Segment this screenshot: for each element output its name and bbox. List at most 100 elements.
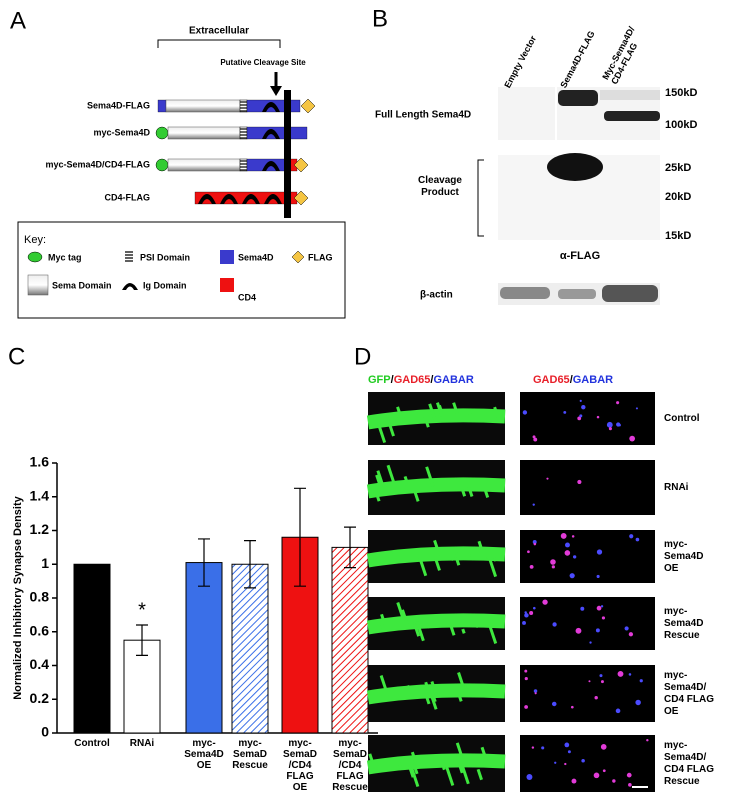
puncta <box>615 708 621 714</box>
dendrite <box>366 613 506 635</box>
spine <box>449 626 456 636</box>
puncta <box>567 750 571 754</box>
puncta <box>560 533 567 539</box>
spine <box>486 556 490 560</box>
spine <box>430 690 437 703</box>
sema-domain <box>167 126 241 140</box>
spine <box>424 681 433 699</box>
puncta <box>595 628 600 633</box>
puncta <box>550 559 556 565</box>
puncta <box>612 779 616 783</box>
x-tick-label: Control <box>74 738 110 749</box>
key-item: Sema Domain <box>52 280 112 290</box>
spine <box>455 742 464 759</box>
puncta <box>541 746 545 750</box>
synapse-image <box>520 392 655 445</box>
puncta <box>596 415 600 419</box>
x-tick-label: myc- SemaD /CD4 FLAG OE <box>283 738 317 793</box>
channel: GAD65 <box>394 374 431 386</box>
puncta <box>564 550 571 556</box>
puncta <box>534 692 537 695</box>
sema-domain <box>167 158 241 172</box>
spine <box>466 683 471 689</box>
spine <box>406 685 410 688</box>
flag-tag <box>300 98 316 114</box>
cleavage-label: Putative Cleavage Site <box>220 58 306 67</box>
separator: / <box>430 374 433 386</box>
spine <box>373 487 381 502</box>
dendrite <box>366 753 506 775</box>
row-label: myc- Sema4D/ CD4 FLAG Rescue <box>664 739 714 787</box>
spine <box>488 626 498 645</box>
puncta <box>554 761 557 764</box>
spine <box>425 466 435 487</box>
spine <box>380 422 385 428</box>
puncta <box>581 404 586 410</box>
spine <box>379 675 388 692</box>
spine <box>415 621 425 642</box>
spine <box>380 613 385 620</box>
key-item: Myc tag <box>48 252 82 262</box>
band <box>600 90 660 100</box>
blot-label: Full Length Sema4D <box>375 110 471 121</box>
antibody-label: α-FLAG <box>560 250 600 262</box>
puncta <box>602 769 606 773</box>
puncta <box>564 762 567 766</box>
marker: 20kD <box>665 191 691 203</box>
spine <box>451 557 455 561</box>
puncta <box>626 772 632 778</box>
puncta <box>551 701 557 707</box>
puncta <box>531 746 535 749</box>
row-label: myc- Sema4D OE <box>664 538 704 574</box>
puncta <box>600 605 604 608</box>
spine <box>403 475 412 492</box>
puncta <box>624 626 629 631</box>
ig-domain <box>198 194 216 204</box>
spine <box>386 464 396 483</box>
ig-domain <box>264 194 282 204</box>
puncta <box>532 503 535 506</box>
key-box <box>17 221 346 319</box>
puncta <box>580 606 585 611</box>
puncta <box>527 550 530 554</box>
puncta <box>524 705 528 709</box>
x-tick-label: myc- Sema4D OE <box>184 738 224 771</box>
key-item: Ig Domain <box>143 280 187 290</box>
error-bar <box>198 538 210 587</box>
puncta <box>600 744 607 750</box>
bracket <box>157 39 281 48</box>
puncta <box>532 540 537 544</box>
spine <box>423 415 430 428</box>
spine <box>433 539 442 557</box>
y-tick-label: 1.4 <box>30 487 50 503</box>
puncta <box>563 410 567 414</box>
ig-domain <box>262 161 280 171</box>
puncta <box>617 670 624 677</box>
psi-icon <box>125 251 133 262</box>
spine <box>461 489 467 497</box>
puncta <box>593 772 600 779</box>
dendrite <box>366 683 506 705</box>
synapse-image <box>520 460 655 515</box>
spine <box>380 561 384 565</box>
puncta <box>570 705 574 709</box>
spine <box>402 691 407 696</box>
channel: GABAR <box>573 374 613 386</box>
spine <box>397 761 403 771</box>
spine <box>391 481 397 487</box>
spine <box>434 558 441 571</box>
puncta <box>546 477 549 480</box>
y-tick-label: 0.2 <box>30 690 50 706</box>
row-label: myc- Sema4D/ CD4 FLAG OE <box>664 669 714 717</box>
y-axis-label: Normalized Inhibitory Synapse Density <box>12 495 24 699</box>
puncta <box>529 611 534 616</box>
puncta <box>608 427 612 431</box>
construct-label: myc-Sema4D/CD4-FLAG <box>45 159 150 169</box>
puncta <box>581 758 585 763</box>
puncta <box>606 421 613 428</box>
puncta <box>522 410 528 415</box>
error-bar <box>136 624 148 656</box>
separator: / <box>391 374 394 386</box>
synapse-image <box>520 665 655 722</box>
spine <box>401 609 409 625</box>
